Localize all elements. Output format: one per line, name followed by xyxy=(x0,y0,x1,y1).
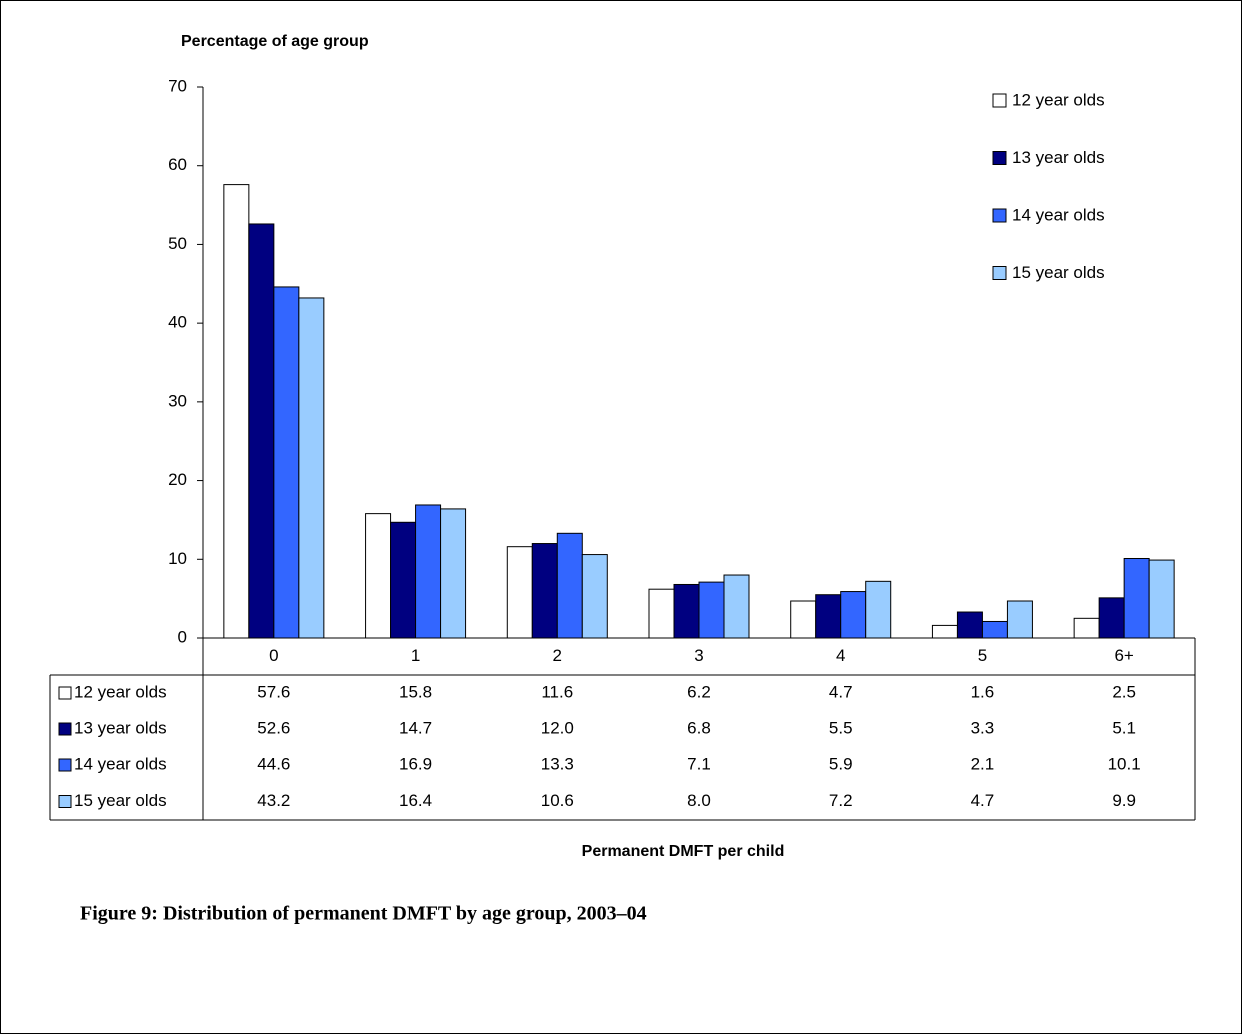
y-tick-label: 30 xyxy=(168,391,187,410)
table-row-label: 14 year olds xyxy=(74,754,167,773)
y-tick-label: 20 xyxy=(168,470,187,489)
x-tick-label: 2 xyxy=(553,646,562,665)
table-cell: 7.1 xyxy=(687,754,711,773)
table-cell: 5.9 xyxy=(829,754,853,773)
bar xyxy=(415,504,442,639)
table-cell: 10.1 xyxy=(1108,754,1141,773)
y-tick-label: 60 xyxy=(168,155,187,174)
table-cell: 11.6 xyxy=(541,682,573,701)
y-tick-label: 50 xyxy=(168,234,187,253)
table-cell: 4.7 xyxy=(829,682,853,701)
bar xyxy=(1148,559,1175,639)
bar xyxy=(248,223,275,639)
legend-label: 12 year olds xyxy=(1012,90,1105,109)
table-row-label: 15 year olds xyxy=(74,791,167,810)
table-cell: 44.6 xyxy=(257,754,290,773)
table-swatch xyxy=(58,722,72,736)
legend-label: 14 year olds xyxy=(1012,205,1105,224)
table-cell: 52.6 xyxy=(257,718,290,737)
bar xyxy=(981,620,1008,639)
table-cell: 8.0 xyxy=(687,791,711,810)
y-tick-label: 70 xyxy=(168,76,187,95)
legend-swatch xyxy=(992,93,1007,108)
legend-swatch xyxy=(992,151,1007,165)
bar xyxy=(506,546,533,639)
table-cell: 13.3 xyxy=(541,754,574,773)
bar xyxy=(581,554,608,639)
table-cell: 3.3 xyxy=(971,718,995,737)
caption: Figure 9: Distribution of permanent DMFT… xyxy=(80,903,647,925)
x-tick-label: 4 xyxy=(836,646,845,665)
y-tick-label: 10 xyxy=(168,549,187,568)
table-cell: 1.6 xyxy=(971,682,995,701)
bar xyxy=(556,532,583,639)
bar xyxy=(440,508,467,639)
bar xyxy=(723,574,750,639)
x-tick-label: 5 xyxy=(978,646,987,665)
table-cell: 2.5 xyxy=(1112,682,1136,701)
bar xyxy=(673,583,700,639)
bar xyxy=(531,543,558,639)
bar xyxy=(1006,600,1033,639)
bar xyxy=(698,581,725,639)
y-axis-label: Percentage of age group xyxy=(181,33,369,50)
legend-swatch xyxy=(992,208,1007,223)
table-cell: 43.2 xyxy=(257,791,290,810)
table-cell: 6.8 xyxy=(687,718,711,737)
table-cell: 16.9 xyxy=(399,754,432,773)
bar xyxy=(648,588,675,639)
bar xyxy=(840,591,867,639)
table-row-label: 12 year olds xyxy=(74,682,167,701)
bar xyxy=(815,594,842,639)
table-cell: 15.8 xyxy=(399,682,432,701)
table-cell: 5.1 xyxy=(1112,718,1136,737)
legend-label: 13 year olds xyxy=(1012,148,1105,167)
bar xyxy=(1098,597,1125,639)
table-swatch xyxy=(58,686,72,700)
bar xyxy=(931,624,958,639)
table-cell: 7.2 xyxy=(829,791,853,810)
table-row-label: 13 year olds xyxy=(74,718,167,737)
table-cell: 16.4 xyxy=(399,791,432,810)
bar xyxy=(298,297,325,639)
bar xyxy=(1123,557,1150,639)
table-cell: 5.5 xyxy=(829,718,853,737)
table-cell: 4.7 xyxy=(971,791,995,810)
x-tick-label: 6+ xyxy=(1114,646,1133,665)
bar xyxy=(956,611,983,639)
y-tick-label: 0 xyxy=(178,627,187,646)
table-swatch xyxy=(58,758,72,772)
table-cell: 6.2 xyxy=(687,682,711,701)
x-tick-label: 3 xyxy=(694,646,703,665)
table-cell: 14.7 xyxy=(399,718,432,737)
table-swatch xyxy=(58,795,72,808)
legend-label: 15 year olds xyxy=(1012,263,1105,282)
legend-swatch xyxy=(992,266,1007,280)
bar xyxy=(365,513,392,639)
y-tick-label: 40 xyxy=(168,313,187,332)
table-cell: 57.6 xyxy=(257,682,290,701)
table-cell: 9.9 xyxy=(1112,791,1136,810)
table-cell: 12.0 xyxy=(541,718,574,737)
bar xyxy=(1073,617,1100,639)
bar xyxy=(223,184,250,639)
bar xyxy=(865,580,892,639)
x-tick-label: 0 xyxy=(269,646,278,665)
bar xyxy=(390,521,417,639)
table-cell: 2.1 xyxy=(971,754,995,773)
table-cell: 10.6 xyxy=(541,791,574,810)
bar xyxy=(273,286,300,639)
bar xyxy=(790,600,817,639)
x-axis-label: Permanent DMFT per child xyxy=(582,843,785,860)
x-tick-label: 1 xyxy=(411,646,420,665)
